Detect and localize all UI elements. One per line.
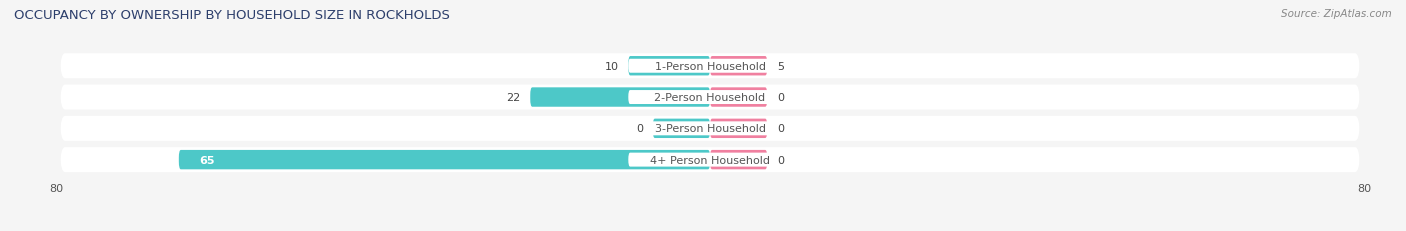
Text: Source: ZipAtlas.com: Source: ZipAtlas.com xyxy=(1281,9,1392,19)
Text: 0: 0 xyxy=(636,124,643,134)
Text: 3-Person Household: 3-Person Household xyxy=(655,124,765,134)
FancyBboxPatch shape xyxy=(628,60,792,73)
Text: 2-Person Household: 2-Person Household xyxy=(654,93,766,103)
FancyBboxPatch shape xyxy=(179,150,710,170)
FancyBboxPatch shape xyxy=(628,91,792,105)
FancyBboxPatch shape xyxy=(710,119,768,138)
Legend: Owner-occupied, Renter-occupied: Owner-occupied, Renter-occupied xyxy=(593,229,827,231)
Text: 1-Person Household: 1-Person Household xyxy=(655,61,765,71)
Text: 65: 65 xyxy=(200,155,215,165)
Text: 5: 5 xyxy=(778,61,785,71)
Text: 0: 0 xyxy=(778,93,785,103)
FancyBboxPatch shape xyxy=(710,57,768,76)
FancyBboxPatch shape xyxy=(60,116,1360,141)
FancyBboxPatch shape xyxy=(628,122,792,136)
Text: 10: 10 xyxy=(605,61,619,71)
Text: 4+ Person Household: 4+ Person Household xyxy=(650,155,770,165)
FancyBboxPatch shape xyxy=(628,153,792,167)
FancyBboxPatch shape xyxy=(60,85,1360,110)
Text: 22: 22 xyxy=(506,93,520,103)
FancyBboxPatch shape xyxy=(60,54,1360,79)
FancyBboxPatch shape xyxy=(60,147,1360,172)
Text: OCCUPANCY BY OWNERSHIP BY HOUSEHOLD SIZE IN ROCKHOLDS: OCCUPANCY BY OWNERSHIP BY HOUSEHOLD SIZE… xyxy=(14,9,450,22)
FancyBboxPatch shape xyxy=(710,150,768,170)
FancyBboxPatch shape xyxy=(628,57,710,76)
FancyBboxPatch shape xyxy=(710,88,768,107)
Text: 0: 0 xyxy=(778,155,785,165)
Text: 0: 0 xyxy=(778,124,785,134)
FancyBboxPatch shape xyxy=(652,119,710,138)
FancyBboxPatch shape xyxy=(530,88,710,107)
